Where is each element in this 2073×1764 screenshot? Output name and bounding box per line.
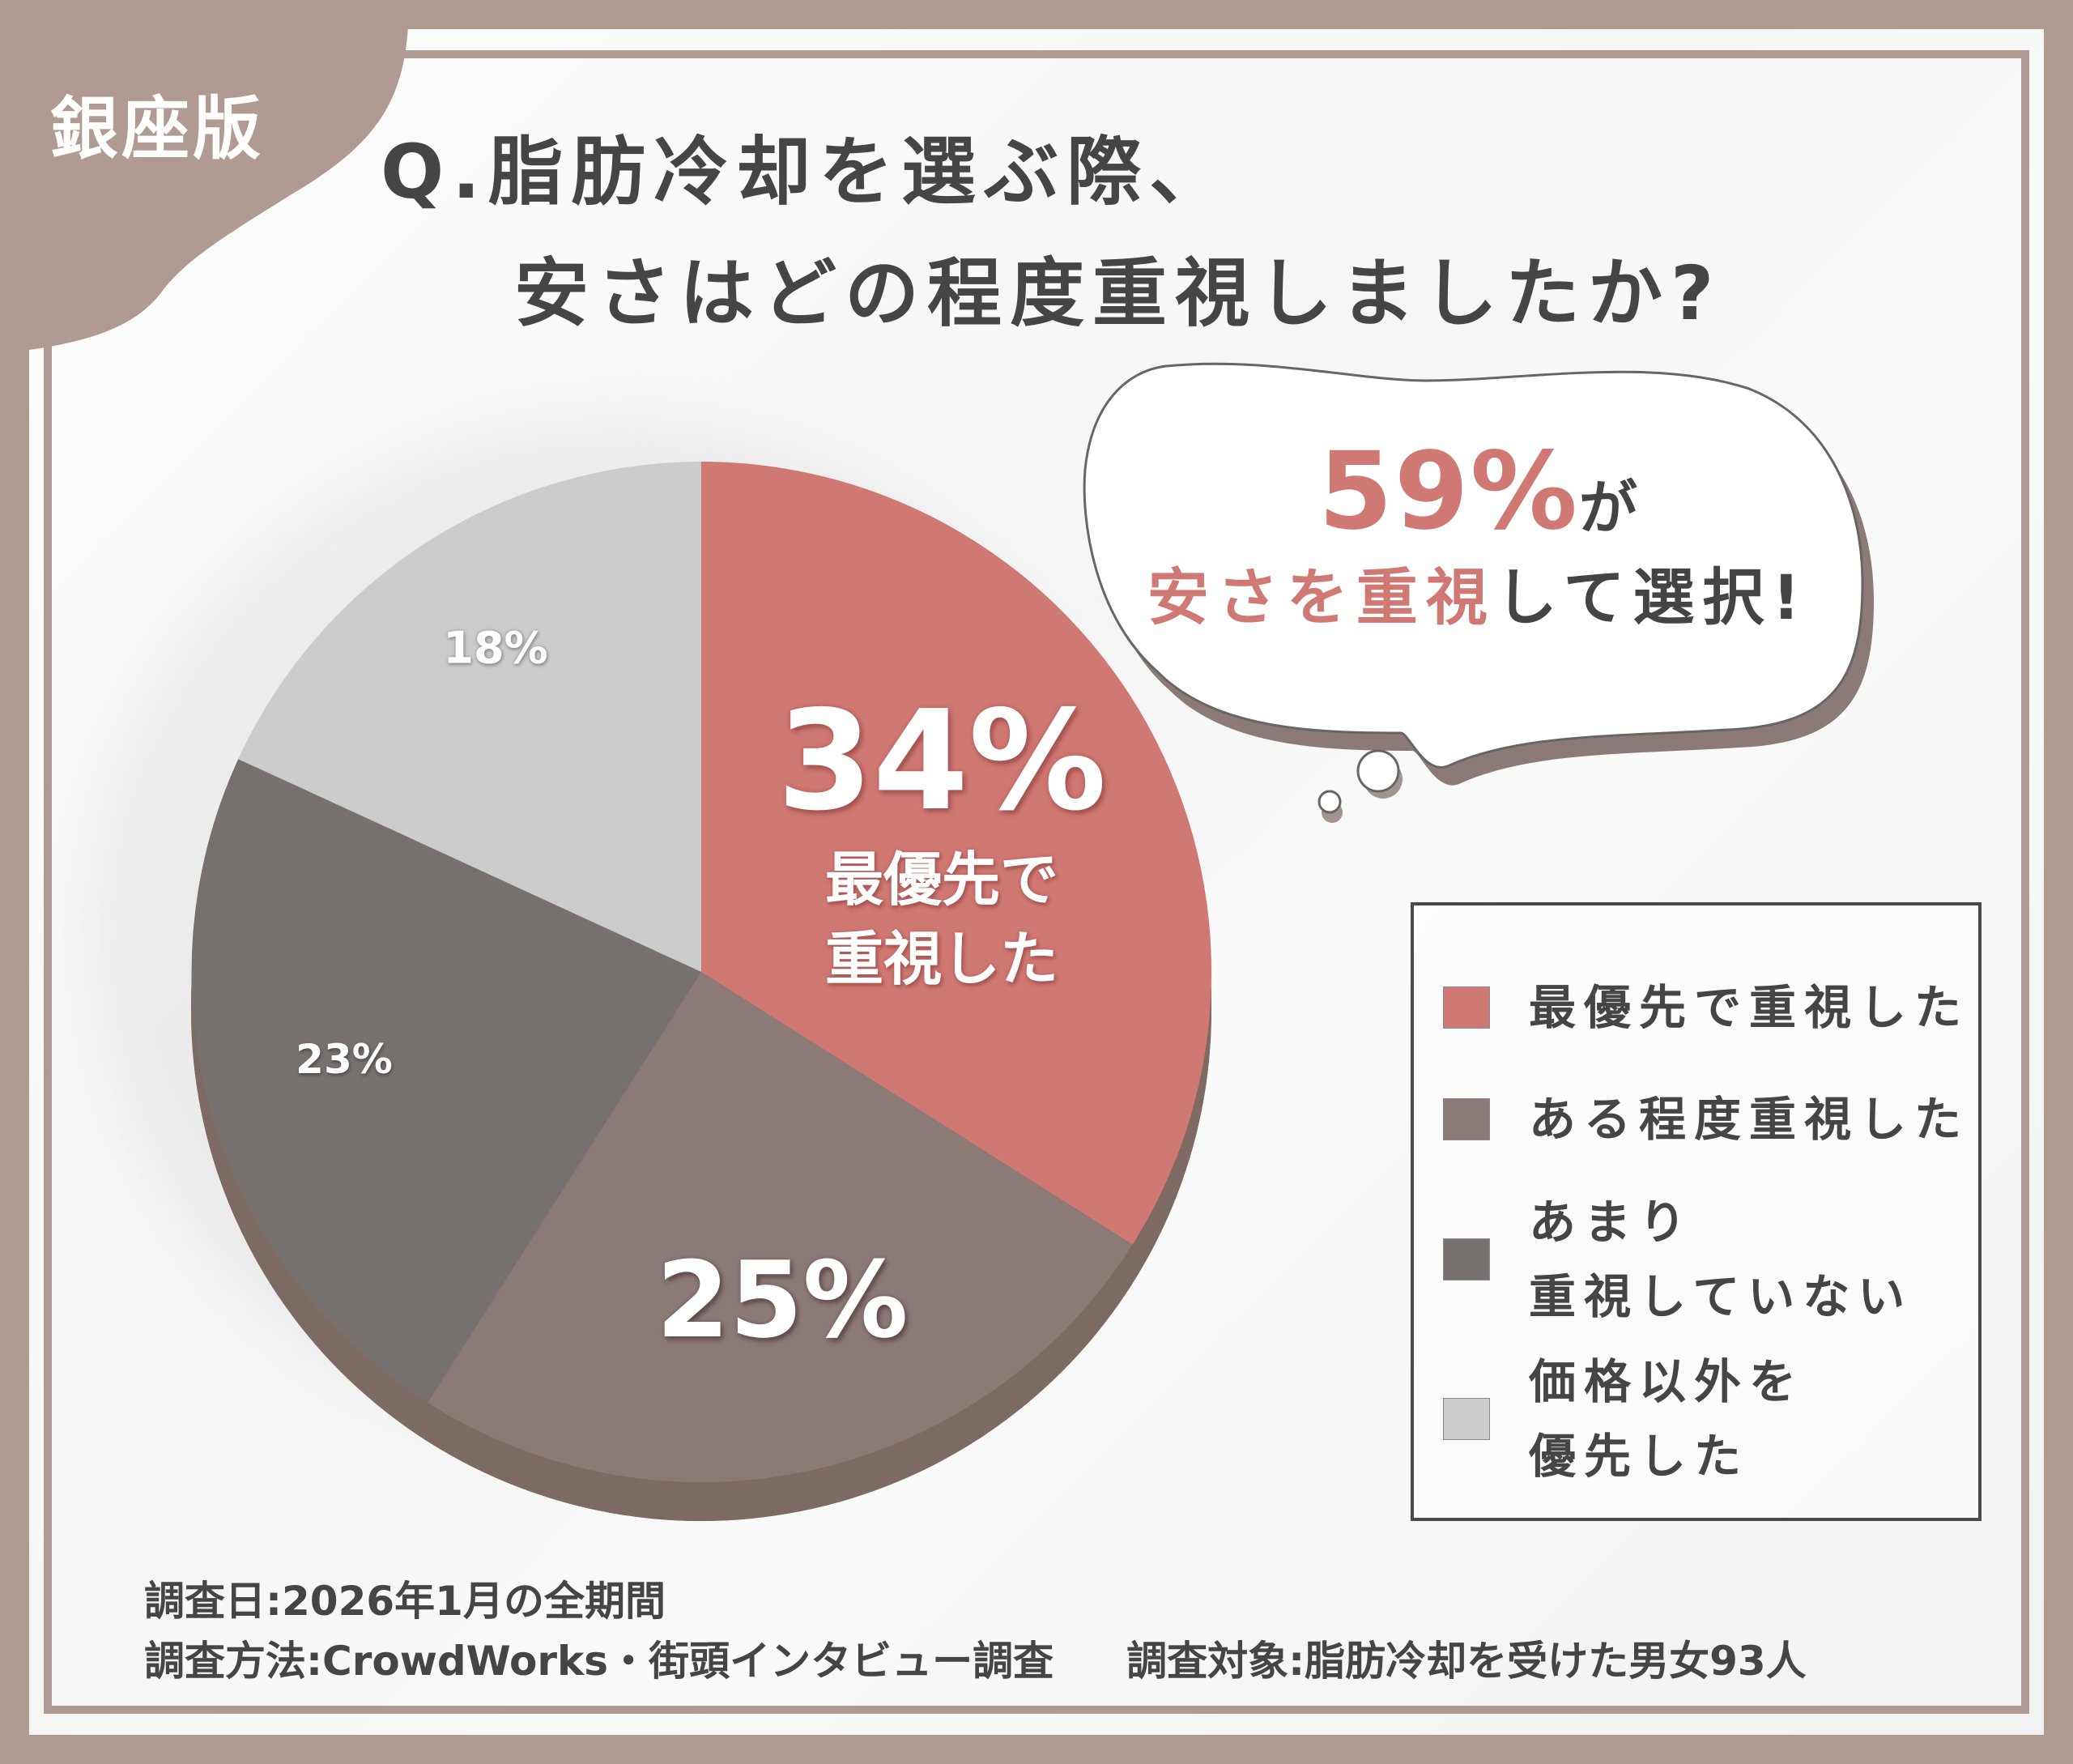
- callout-suffix: が: [1578, 474, 1637, 542]
- brand-label: 銀座版: [50, 89, 265, 168]
- legend-label: 価格以外を 優先した: [1529, 1354, 1805, 1484]
- legend-label: 最優先で重視した: [1529, 980, 1970, 1035]
- callout-accent: 安さを重視: [1147, 561, 1496, 633]
- callout-percent: 59%: [1318, 429, 1579, 554]
- bubble-dot-large: [1356, 749, 1400, 793]
- slice-top-priority[interactable]: [701, 462, 1212, 1245]
- slice-other-priority[interactable]: [238, 462, 701, 972]
- legend-swatch: [1443, 1238, 1490, 1280]
- legend-swatch: [1443, 1398, 1490, 1440]
- legend-item-top-priority[interactable]: 最優先で重視した: [1443, 970, 1969, 1045]
- slice-sublabel-34-line2: 重視した: [824, 925, 1059, 993]
- slice-label-23: 23%: [296, 1036, 393, 1083]
- inner-frame: [44, 50, 2029, 1714]
- legend-swatch: [1443, 1098, 1490, 1140]
- survey-footer-row-2: 調査方法:CrowdWorks・街頭インタビュー調査 調査対象:脂肪冷却を受けた男…: [144, 1631, 1807, 1691]
- title-line-2: 安さはどの程度重視しましたか?: [514, 250, 1722, 337]
- question-title: Q.脂肪冷却を選ぶ際、 安さはどの程度重視しましたか?: [381, 112, 1722, 355]
- slice-label-18: 18%: [443, 622, 548, 674]
- slice-not-much[interactable]: [191, 759, 701, 1403]
- slice-sublabel-34: 最優先で 重視した: [825, 840, 1058, 999]
- corner-blob-decoration: [0, 0, 409, 356]
- survey-target: 調査対象:脂肪冷却を受けた男女93人: [1126, 1638, 1807, 1685]
- survey-method: 調査方法:CrowdWorks・街頭インタビュー調査: [144, 1638, 1054, 1685]
- callout-text: 59%が 安さを重視して選択!: [1093, 429, 1862, 637]
- legend-item-other-priority[interactable]: 価格以外を 優先した: [1443, 1344, 1804, 1493]
- legend-item-not-much[interactable]: あまり 重視していない: [1443, 1185, 1913, 1334]
- legend-item-somewhat[interactable]: ある程度重視した: [1443, 1082, 1969, 1157]
- survey-date: 調査日:2026年1月の全期間: [144, 1578, 666, 1625]
- legend-label: あまり 重視していない: [1529, 1195, 1913, 1324]
- callout-rest: して選択!: [1495, 561, 1809, 633]
- survey-footer: 調査日:2026年1月の全期間 調査方法:CrowdWorks・街頭インタビュー…: [144, 1571, 1807, 1691]
- slice-label-25: 25%: [656, 1238, 909, 1361]
- chart-legend: 最優先で重視した ある程度重視した あまり 重視していない 価格以外を 優先した: [1411, 902, 1981, 1521]
- slice-sublabel-34-line1: 最優先で: [824, 846, 1059, 914]
- slice-somewhat[interactable]: [428, 972, 1133, 1483]
- legend-label: ある程度重視した: [1529, 1092, 1970, 1147]
- title-line-1: Q.脂肪冷却を選ぶ際、: [381, 129, 1232, 215]
- bubble-dot-small: [1317, 790, 1342, 814]
- slice-label-34: 34%: [777, 681, 1107, 842]
- callout-line-2: 安さを重視して選択!: [1093, 548, 1862, 637]
- legend-swatch: [1443, 986, 1490, 1029]
- thought-bubble-body: [1083, 362, 1864, 769]
